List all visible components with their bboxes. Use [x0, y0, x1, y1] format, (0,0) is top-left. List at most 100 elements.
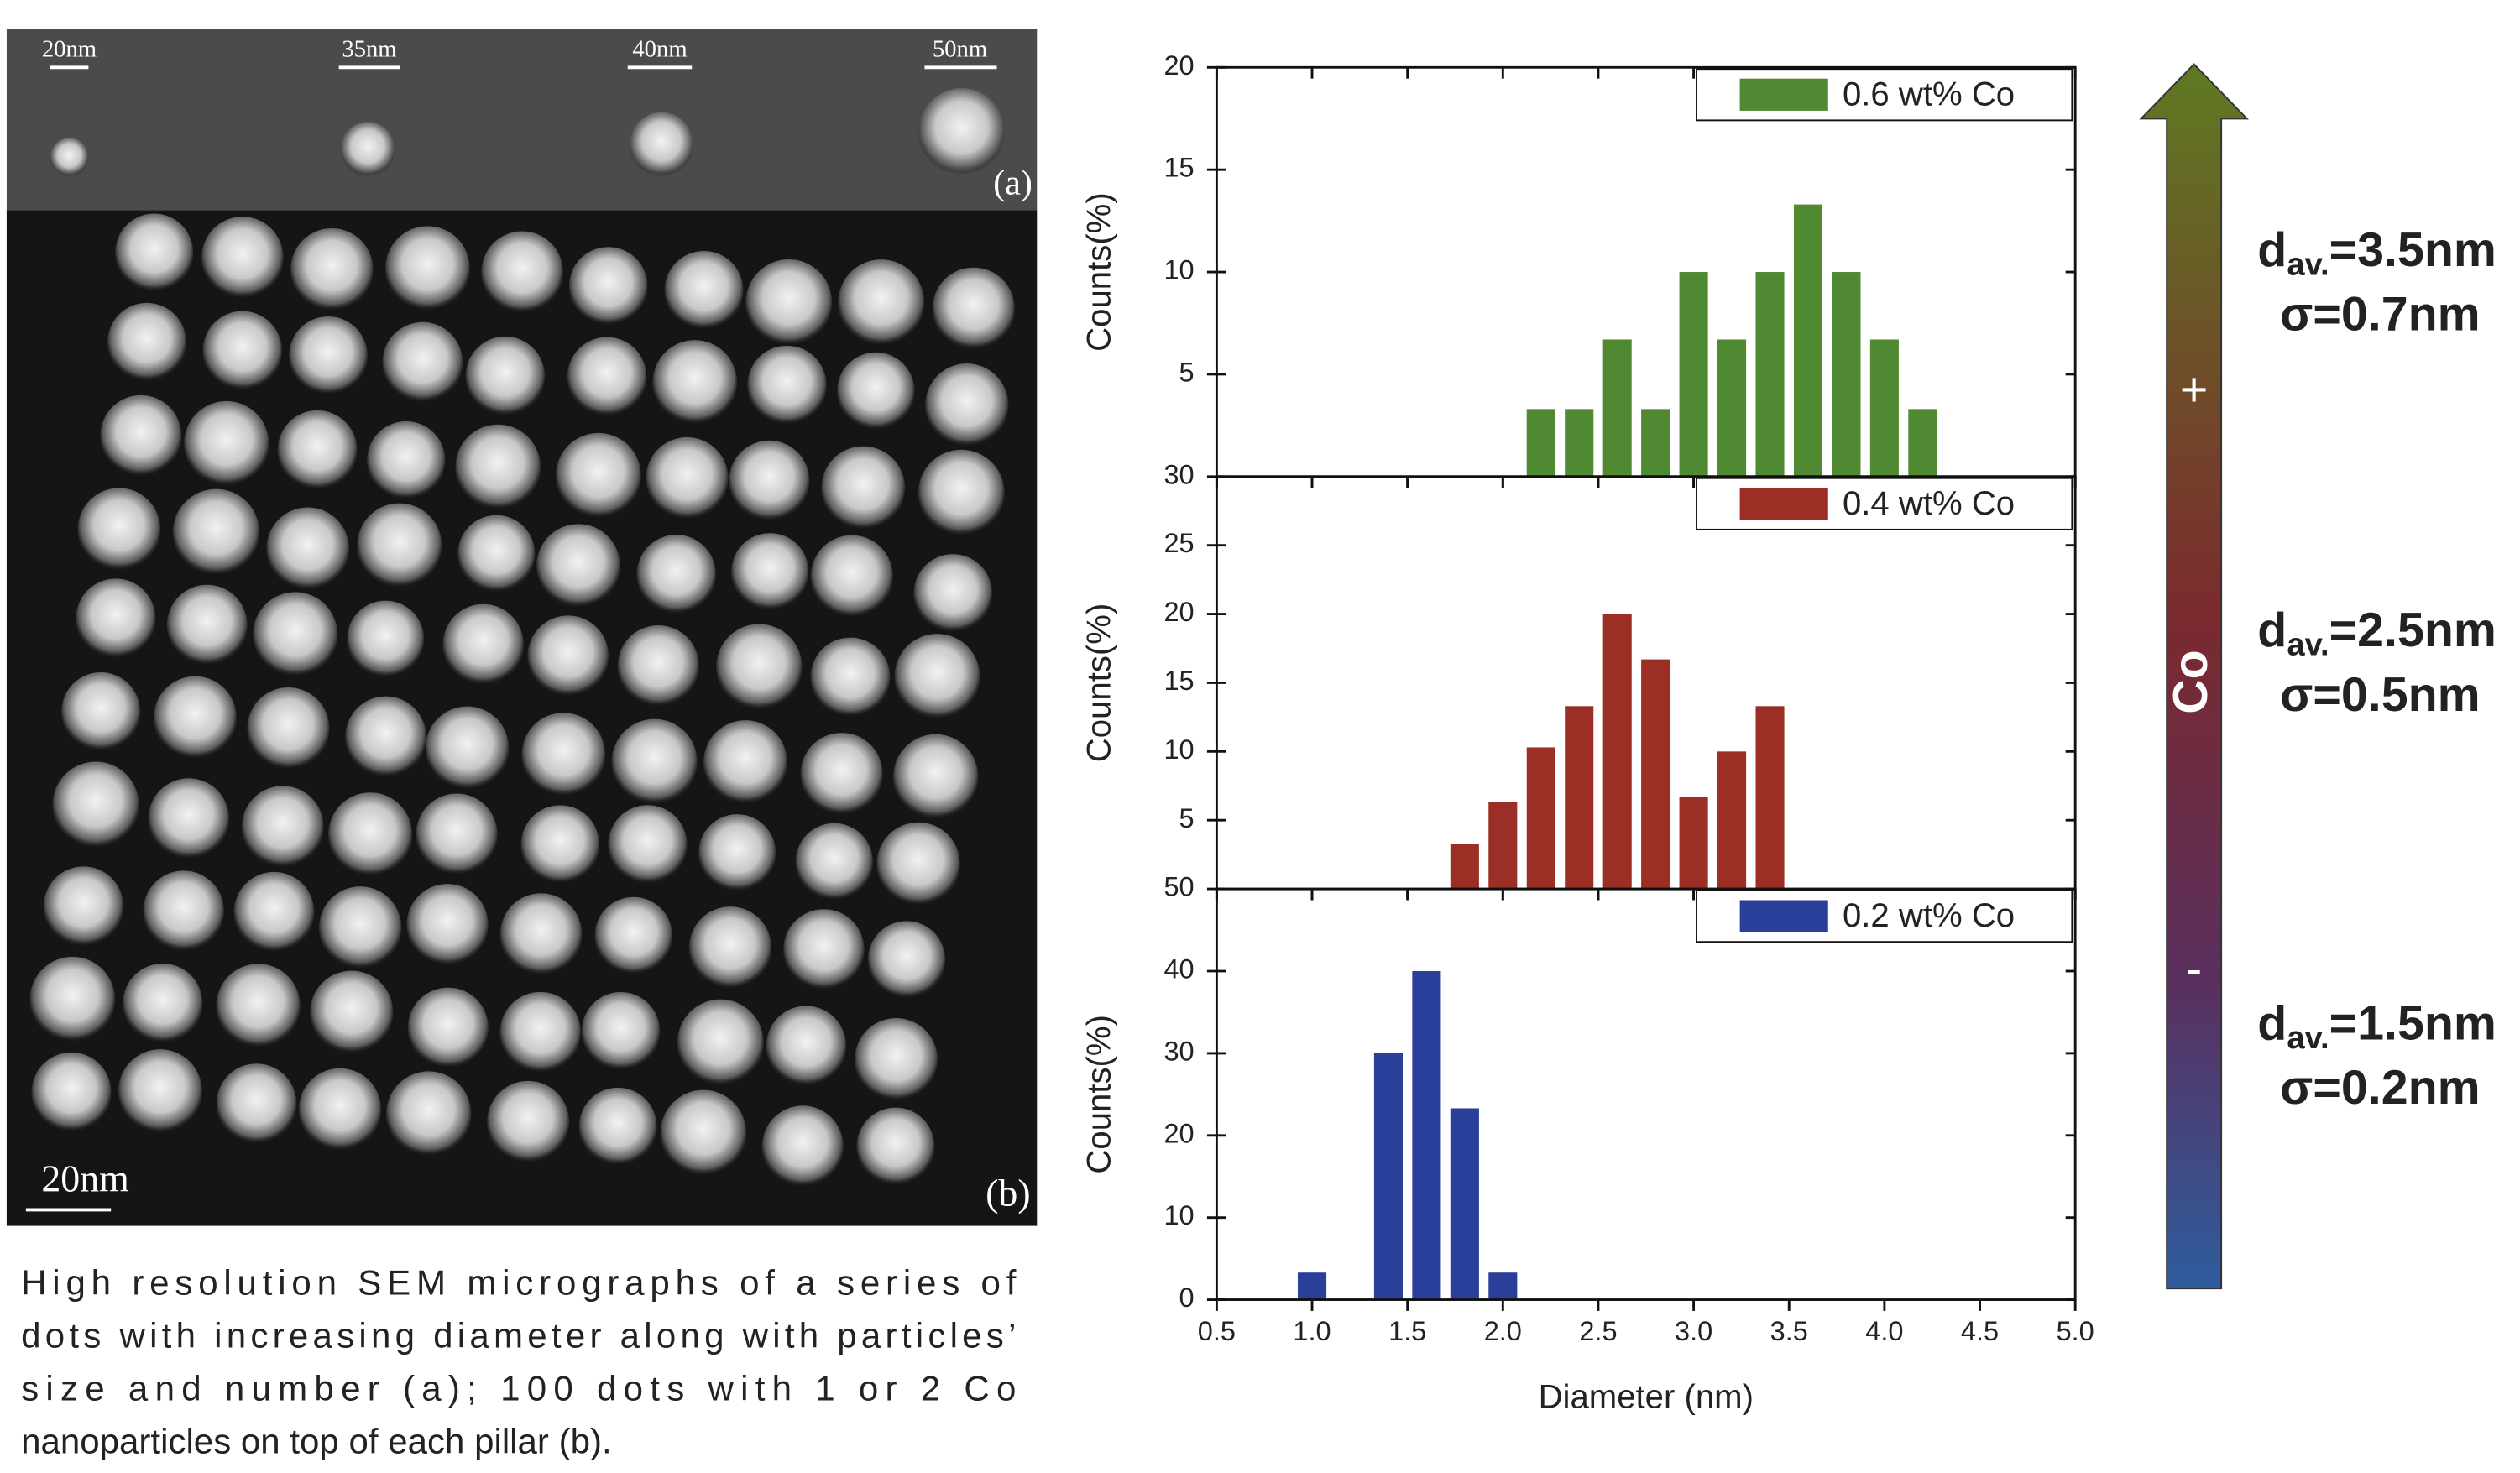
value: =3.5nm	[2329, 223, 2496, 277]
sem-dot	[800, 733, 883, 816]
y-tick-label: 25	[1163, 528, 1194, 558]
y-tick-label: 50	[1163, 872, 1194, 902]
annotation-d: dav.=3.5nm	[2257, 223, 2496, 282]
sem-dot	[918, 88, 1006, 175]
sem-dot	[646, 436, 729, 520]
sem-dot	[386, 1071, 472, 1157]
sem-dot	[536, 524, 620, 609]
sem-dot	[876, 822, 960, 906]
sem-dot	[416, 793, 498, 875]
sem-dot	[556, 432, 641, 519]
histograms: 5 10 15 20 Counts(%) 0.6 wt% Co 5 10 15 20 25 30 Cou…	[1080, 50, 2094, 1416]
annotation-d: dav.=1.5nm	[2257, 997, 2496, 1056]
x-axis-label: Diameter (nm)	[1539, 1378, 1754, 1416]
x-tick-label: 4.0	[1865, 1316, 1903, 1346]
sem-dot	[61, 672, 141, 751]
sem-dot	[520, 805, 600, 884]
y-tick-label: 15	[1163, 666, 1194, 696]
x-tick-label: 5.0	[2057, 1316, 2094, 1346]
bar	[1450, 1108, 1479, 1300]
bar	[1832, 272, 1861, 477]
sem-dot	[247, 687, 330, 770]
sem-dot	[31, 1052, 112, 1132]
scale-label: 40nm	[632, 36, 687, 63]
sem-dot	[319, 886, 402, 969]
arrow-plus: +	[2180, 363, 2209, 417]
y-tick-label: 10	[1163, 255, 1194, 285]
y-tick-label: 30	[1163, 459, 1194, 489]
sem-dot	[115, 213, 194, 292]
y-tick-label: 0	[1179, 1282, 1195, 1313]
sem-dot	[499, 893, 583, 975]
sem-dot	[347, 600, 425, 678]
sem-dot	[821, 446, 906, 530]
bar	[1602, 339, 1632, 477]
sem-dot	[932, 267, 1015, 350]
bar	[1602, 614, 1632, 890]
sem-dot	[172, 488, 260, 576]
sem-dot	[216, 964, 301, 1048]
y-tick-label: 5	[1179, 803, 1195, 833]
legend-label: 0.2 wt% Co	[1843, 896, 2015, 934]
sem-dot	[581, 992, 661, 1071]
legend-swatch	[1739, 900, 1828, 932]
y-tick-label: 40	[1163, 954, 1194, 985]
x-tick-label: 3.5	[1770, 1316, 1808, 1346]
bar	[1641, 659, 1670, 890]
x-tick-label: 1.5	[1388, 1316, 1426, 1346]
bar	[1526, 747, 1555, 890]
sem-dot	[148, 778, 229, 859]
sem-dot	[233, 871, 315, 953]
sem-dot	[266, 507, 349, 591]
sem-dot	[795, 823, 873, 901]
bar	[1755, 706, 1785, 890]
sem-dot	[636, 535, 716, 614]
sem-dot	[677, 999, 764, 1086]
sem-dot	[465, 336, 546, 416]
sem-dot	[747, 345, 827, 426]
y-tick-label: 5	[1179, 357, 1195, 387]
sem-dot	[608, 805, 688, 885]
sem-dot	[521, 713, 606, 797]
legend-swatch	[1739, 78, 1828, 111]
sem-dot	[384, 226, 470, 311]
bar	[1565, 706, 1594, 890]
bar	[1488, 1272, 1518, 1300]
sem-dot	[745, 259, 833, 346]
caption-line: High resolution SEM micrographs of a ser…	[21, 1262, 1017, 1302]
annotation-sigma: σ=0.2nm	[2280, 1061, 2480, 1115]
sem-dot	[143, 870, 224, 952]
sem-dot	[43, 866, 124, 947]
subscript: av.	[2287, 246, 2329, 282]
annotations: dav.=3.5nmσ=0.7nmdav.=2.5nmσ=0.5nmdav.=1…	[2257, 223, 2496, 1115]
sem-dot	[578, 1087, 657, 1166]
bar	[1793, 204, 1823, 477]
sem-dot	[918, 449, 1005, 536]
sem-dot	[487, 1080, 570, 1163]
symbol: d	[2257, 997, 2287, 1051]
sem-dot	[407, 987, 489, 1068]
sem-dot	[594, 896, 672, 975]
sem-dot	[77, 488, 161, 571]
caption-line: nanoparticles on top of each pillar (b).	[21, 1422, 612, 1461]
bar	[1717, 339, 1747, 477]
sem-dot	[455, 424, 541, 510]
sem-dot	[766, 1006, 847, 1086]
sem-dot	[660, 1089, 747, 1176]
sem-dot	[527, 615, 609, 697]
y-tick-label: 20	[1163, 50, 1194, 81]
x-tick-label: 3.0	[1675, 1316, 1712, 1346]
scale-label: 20nm	[41, 1157, 128, 1200]
sem-dot	[568, 247, 648, 326]
sem-dot	[855, 1018, 938, 1101]
y-tick-label: 10	[1163, 1200, 1194, 1230]
plot-frame	[1215, 887, 2077, 1301]
sem-dot	[118, 1049, 202, 1134]
sem-dot	[154, 676, 237, 760]
sem-dot	[567, 337, 647, 417]
x-tick-label: 0.5	[1198, 1316, 1236, 1346]
caption-line: dots with increasing diameter along with…	[21, 1316, 1016, 1355]
sem-dot	[253, 592, 338, 677]
x-tick-label: 2.5	[1579, 1316, 1617, 1346]
sem-dot	[107, 302, 186, 382]
